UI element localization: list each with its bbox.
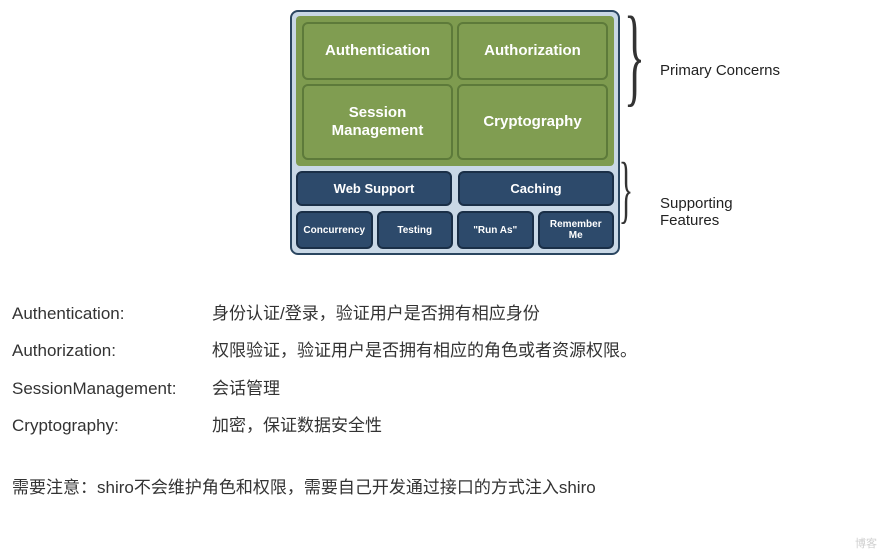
definition-desc: 身份认证/登录，验证用户是否拥有相应身份 <box>212 295 540 332</box>
definition-desc: 会话管理 <box>212 370 280 407</box>
support-box-remember-me: RememberMe <box>538 211 615 249</box>
support-box-concurrency: Concurrency <box>296 211 373 249</box>
primary-box-cryptography: Cryptography <box>457 84 608 160</box>
support-box-web-support: Web Support <box>296 171 452 206</box>
definition-term: Authentication: <box>12 295 212 332</box>
definition-term: SessionManagement: <box>12 370 212 407</box>
definition-row: Cryptography: 加密，保证数据安全性 <box>12 407 883 444</box>
note-text: 需要注意：shiro不会维护角色和权限，需要自己开发通过接口的方式注入shiro <box>12 473 883 498</box>
architecture-diagram: Authentication Authorization SessionMana… <box>290 10 790 255</box>
primary-box-authorization: Authorization <box>457 22 608 80</box>
definition-row: SessionManagement: 会话管理 <box>12 370 883 407</box>
primary-concerns-label: Primary Concerns <box>660 62 780 79</box>
definition-row: Authorization: 权限验证，验证用户是否拥有相应的角色或者资源权限。 <box>12 332 883 369</box>
supporting-row-2: Concurrency Testing "Run As" RememberMe <box>296 211 614 249</box>
brace-icon: } <box>619 152 633 227</box>
support-box-testing: Testing <box>377 211 454 249</box>
primary-box-authentication: Authentication <box>302 22 453 80</box>
primary-box-session-management: SessionManagement <box>302 84 453 160</box>
definition-row: Authentication: 身份认证/登录，验证用户是否拥有相应身份 <box>12 295 883 332</box>
supporting-row-1: Web Support Caching <box>296 171 614 206</box>
support-box-run-as: "Run As" <box>457 211 534 249</box>
diagram-outer-box: Authentication Authorization SessionMana… <box>290 10 620 255</box>
supporting-features-label: Supporting Features <box>660 195 790 229</box>
brace-icon: } <box>624 0 645 110</box>
primary-concerns-grid: Authentication Authorization SessionMana… <box>296 16 614 166</box>
definition-term: Cryptography: <box>12 407 212 444</box>
definition-desc: 加密，保证数据安全性 <box>212 407 382 444</box>
definitions-list: Authentication: 身份认证/登录，验证用户是否拥有相应身份 Aut… <box>12 295 883 445</box>
definition-term: Authorization: <box>12 332 212 369</box>
support-box-caching: Caching <box>458 171 614 206</box>
definition-desc: 权限验证，验证用户是否拥有相应的角色或者资源权限。 <box>212 332 637 369</box>
